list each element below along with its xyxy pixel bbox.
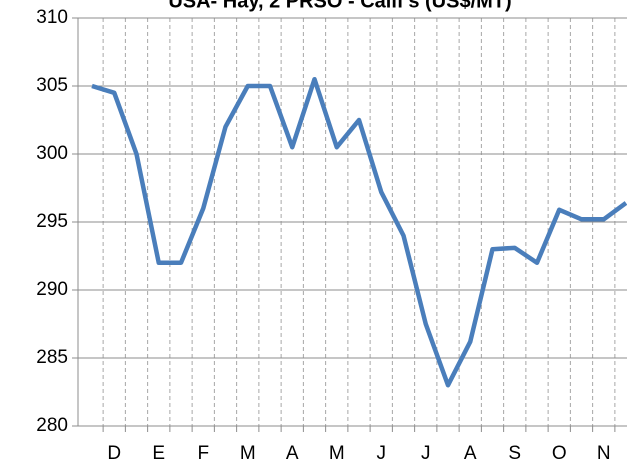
y-tick-label: 300 — [36, 143, 68, 164]
y-tick-label: 285 — [36, 347, 68, 368]
line-series — [91, 76, 627, 388]
x-tick-label: O — [552, 443, 567, 464]
y-tick-label: 280 — [36, 415, 68, 436]
x-tick-label: S — [508, 443, 521, 464]
chart-title: USA- Hay, 2 PRSO - Calif's (US$/MT) — [168, 0, 511, 12]
x-tick-label: N — [597, 443, 611, 464]
y-tick-label: 310 — [36, 7, 68, 28]
x-tick-label: A — [286, 443, 299, 464]
x-tick-label: M — [240, 443, 256, 464]
y-tick-label: 290 — [36, 279, 68, 300]
y-tick-label: 305 — [36, 75, 68, 96]
x-tick-label: J — [421, 443, 431, 464]
y-tick-label: 295 — [36, 211, 68, 232]
x-tick-label: J — [377, 443, 387, 464]
x-tick-label: A — [464, 443, 477, 464]
x-tick-label: E — [152, 443, 165, 464]
x-tick-label: M — [329, 443, 345, 464]
x-tick-label: F — [197, 443, 209, 464]
x-tick-label: D — [107, 443, 121, 464]
